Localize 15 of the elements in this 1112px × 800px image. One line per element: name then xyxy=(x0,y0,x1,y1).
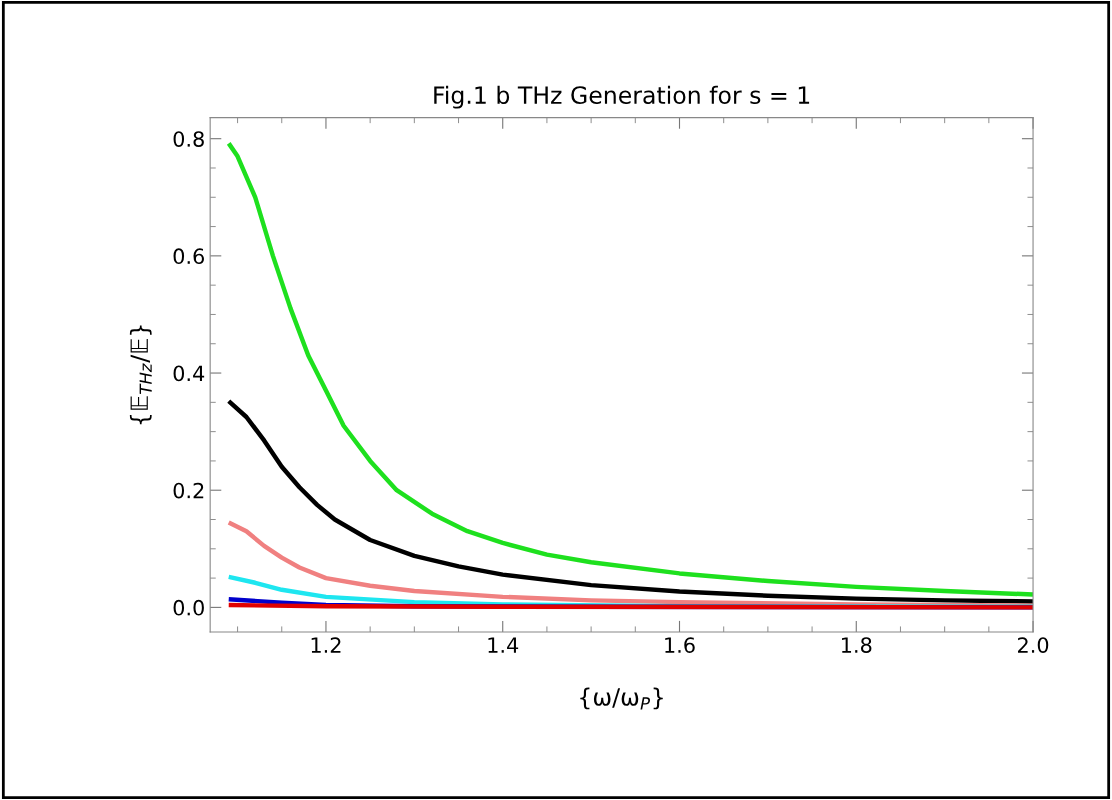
x-tick-label: 1.6 xyxy=(665,637,695,653)
y-tick-label: 0.0 xyxy=(173,599,204,616)
x-tick-label: 1.8 xyxy=(842,637,872,653)
line-series xyxy=(226,398,1034,604)
line-series xyxy=(226,141,1034,597)
y-tick-label: 0.2 xyxy=(173,482,204,499)
x-tick-label: 1.4 xyxy=(488,637,519,653)
x-tick-label: 1.2 xyxy=(311,637,341,653)
y-tick-label: 0.6 xyxy=(173,248,204,265)
y-axis-title: {𝔼$_{THz}$/𝔼} xyxy=(129,325,152,425)
x-tick-label: 2.0 xyxy=(1018,637,1049,653)
chart-title: Fig.1 b THz Generation for s = 1 xyxy=(434,85,810,109)
x-axis-title: {ω/ω$_{P}$} xyxy=(580,687,663,710)
y-tick-label: 0.4 xyxy=(173,365,205,382)
y-tick-label: 0.8 xyxy=(173,131,204,147)
